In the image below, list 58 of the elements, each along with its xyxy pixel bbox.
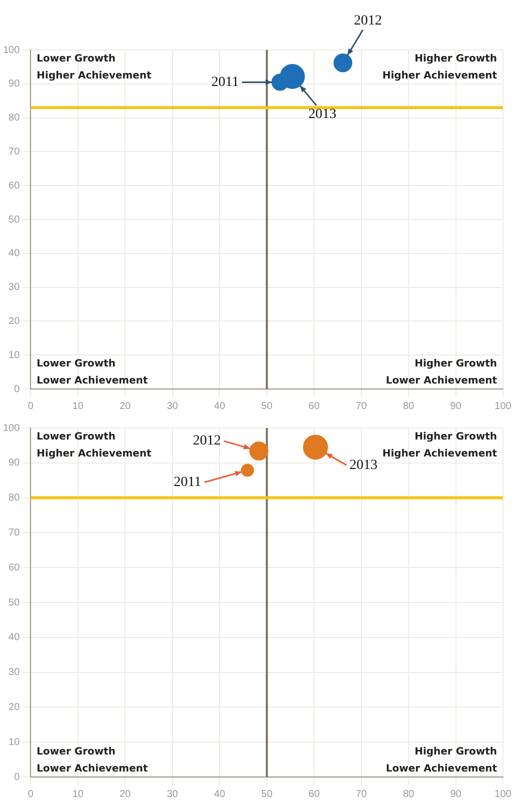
annotation: Lower Growth Lower Achievement (36, 358, 148, 387)
x-tick-label: 60 (308, 400, 320, 412)
x-tick-label: 70 (356, 400, 368, 412)
text: 2012 (192, 434, 221, 449)
y-tick-label: 40 (8, 632, 20, 644)
x-tick-label: 0 (28, 788, 34, 800)
x-tick-label: 100 (494, 788, 512, 800)
y-tick-label: 80 (8, 492, 20, 504)
y-tick-label: 60 (8, 180, 20, 192)
y-tick-label: 50 (8, 597, 20, 608)
x-tick-label: 90 (450, 788, 462, 800)
y-tick-label: 0 (14, 384, 20, 395)
y-tick-label: 10 (8, 736, 20, 748)
x-tick-label: 60 (308, 788, 320, 800)
annotation: Higher Growth Lower Achievement (386, 746, 498, 775)
series-label: 2012 (354, 14, 382, 29)
y-tick-label: 70 (8, 527, 20, 538)
text: 2011 (211, 74, 239, 90)
y-tick-label: 80 (8, 112, 20, 124)
y-tick-label: 40 (8, 248, 20, 260)
y-tick-label: 0 (14, 772, 20, 783)
y-tick-label: 30 (8, 282, 20, 294)
x-tick-label: 40 (214, 788, 226, 800)
y-tick-label: 70 (8, 146, 20, 158)
annotation: Higher Growth Higher Achievement (382, 432, 498, 460)
x-tick-label: 80 (402, 788, 415, 800)
x-tick-label: 80 (402, 400, 415, 412)
x-tick-label: 30 (166, 400, 178, 412)
y-tick-label: 90 (8, 458, 20, 469)
y-tick-label: 60 (8, 562, 20, 574)
x-tick-label: 10 (72, 788, 84, 800)
x-tick-label: 0 (28, 400, 34, 412)
annotation: Lower Growth Higher Achievement (36, 54, 152, 82)
x-tick-label: 100 (494, 400, 512, 412)
x-tick-label: 10 (72, 400, 84, 412)
y-tick-label: 20 (8, 316, 20, 327)
x-tick-label: 70 (356, 788, 368, 800)
x-tick-label: 50 (261, 400, 273, 412)
annotation: Lower Growth Higher Achievement (36, 432, 152, 460)
series-label: 2013 (349, 458, 378, 473)
y-tick-label: 20 (8, 702, 20, 713)
x-tick-label: 30 (166, 788, 178, 800)
x-tick-label: 20 (120, 400, 132, 412)
y-tick-label: 50 (8, 214, 20, 226)
y-tick-label: 100 (2, 44, 20, 56)
series-label: 2013 (308, 107, 336, 122)
x-tick-label: 90 (450, 400, 462, 412)
x-tick-label: 20 (120, 788, 132, 800)
y-tick-label: 30 (8, 667, 20, 678)
x-tick-label: 40 (214, 400, 226, 412)
y-tick-label: 10 (8, 350, 20, 361)
annotation: Higher Growth Higher Achievement (382, 54, 498, 82)
x-tick-label: 50 (261, 788, 273, 800)
annotation: Lower Growth Lower Achievement (36, 746, 148, 775)
y-tick-label: 100 (2, 422, 20, 434)
y-tick-label: 90 (8, 78, 20, 90)
annotation: Higher Growth Lower Achievement (386, 358, 498, 387)
text: 2011 (174, 474, 202, 490)
